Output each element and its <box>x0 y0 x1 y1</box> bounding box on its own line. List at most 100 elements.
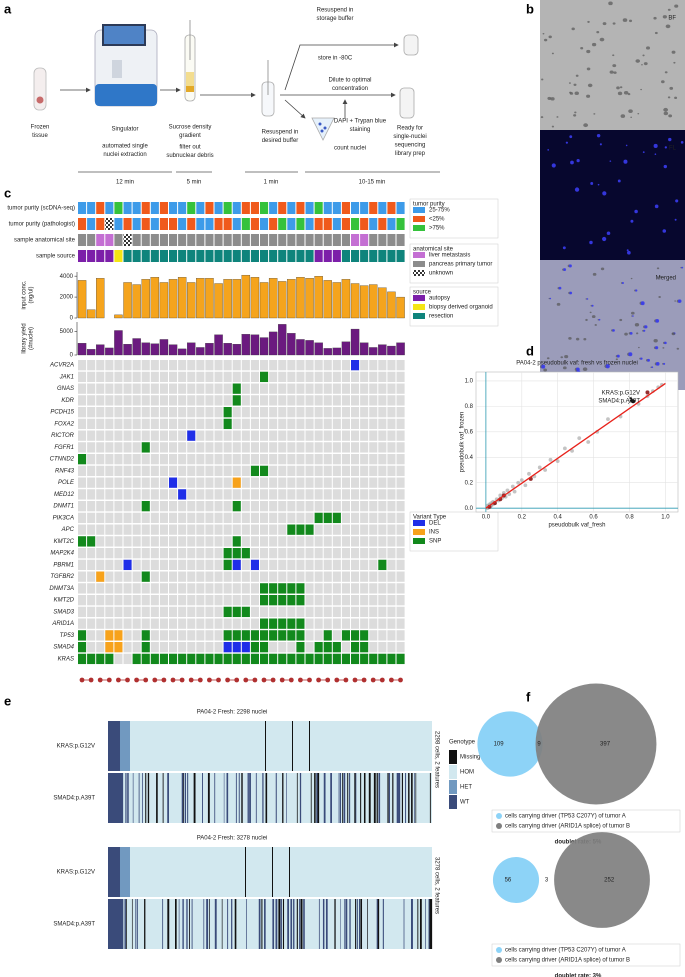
nucleus <box>606 231 611 235</box>
mutation <box>260 465 269 477</box>
cell <box>608 1 613 6</box>
nucleus <box>549 297 552 300</box>
mutation <box>141 630 150 641</box>
track-cell <box>169 218 178 230</box>
legend-swatch <box>413 216 425 222</box>
legend-swatch <box>449 795 457 809</box>
grid-cell <box>332 595 341 606</box>
grid-cell <box>269 524 278 535</box>
legend-label: cells carrying driver (ARID1A splice) of… <box>505 824 630 830</box>
grid-cell <box>187 512 196 524</box>
workflow-text: concentration <box>332 86 368 92</box>
track-cell <box>296 250 305 262</box>
mutation <box>87 653 96 665</box>
bar <box>114 330 123 356</box>
heatmap-cell <box>231 899 233 949</box>
mutation <box>241 548 250 559</box>
mutation <box>178 653 187 665</box>
pair-dot <box>197 677 203 683</box>
grid-cell <box>223 571 232 582</box>
pair-dot <box>234 677 240 683</box>
grid-cell <box>214 383 223 394</box>
track-cell <box>332 234 341 246</box>
grid-cell <box>332 559 341 571</box>
grid-cell <box>223 595 232 606</box>
nucleus <box>602 191 607 196</box>
cell <box>551 52 554 55</box>
mutation <box>196 653 205 665</box>
grid-cell <box>214 442 223 453</box>
cell <box>569 91 572 94</box>
grid-cell <box>214 477 223 488</box>
mutation <box>287 524 296 535</box>
cell <box>619 86 623 89</box>
grid-cell <box>369 360 378 371</box>
cell <box>634 323 640 327</box>
track-cell <box>278 250 287 262</box>
grid-cell <box>150 371 159 383</box>
grid-cell <box>360 454 369 465</box>
grid-cell <box>396 360 405 371</box>
grid-cell <box>159 477 168 488</box>
grid-cell <box>323 418 332 430</box>
grid-cell <box>369 465 378 477</box>
cell <box>568 336 572 340</box>
grid-cell <box>196 524 205 535</box>
grid-cell <box>105 536 114 547</box>
mutation <box>260 642 269 653</box>
grid-cell <box>214 595 223 606</box>
heatmap-cell <box>405 773 407 823</box>
grid-cell <box>260 407 269 418</box>
mutation <box>296 618 305 629</box>
grid-cell <box>351 395 360 406</box>
grid-cell <box>123 653 132 665</box>
cell <box>658 275 661 278</box>
heatmap-cell <box>300 899 303 949</box>
pair-dot <box>307 677 312 683</box>
mutation <box>232 501 241 512</box>
grid-cell <box>223 430 232 441</box>
track-cell <box>223 234 232 246</box>
grid-cell <box>159 595 168 606</box>
grid-cell <box>223 454 232 465</box>
gene-label: DNMT1 <box>53 504 74 510</box>
grid-cell <box>178 571 187 582</box>
heatmap-cell <box>189 899 190 949</box>
mutation <box>105 642 114 653</box>
grid-cell <box>378 595 387 606</box>
track-cell <box>378 202 387 214</box>
grid-cell <box>123 407 132 418</box>
pair-dot <box>252 677 258 683</box>
heatmap-cell <box>293 899 295 949</box>
grid-cell <box>305 606 314 618</box>
grid-cell <box>196 360 205 371</box>
grid-cell <box>105 489 114 500</box>
grid-cell <box>250 371 259 383</box>
grid-cell <box>269 430 278 441</box>
heatmap-cell <box>356 899 358 949</box>
grid-cell <box>232 407 241 418</box>
cell <box>573 83 577 86</box>
grid-cell <box>250 360 259 371</box>
grid-cell <box>87 618 96 629</box>
heatmap-cell <box>226 773 229 823</box>
heatmap-cell <box>138 773 140 823</box>
cell <box>594 324 597 326</box>
cell <box>580 47 584 50</box>
bar <box>378 287 387 319</box>
grid-cell <box>269 548 278 559</box>
bar <box>196 347 205 356</box>
track-cell <box>260 218 269 230</box>
mutation <box>223 630 232 641</box>
grid-cell <box>296 360 305 371</box>
grid-cell <box>305 536 314 547</box>
grid-cell <box>114 454 123 465</box>
grid-cell <box>378 360 387 371</box>
heatmap-cell <box>108 899 122 949</box>
nucleus <box>680 141 684 144</box>
grid-cell <box>332 536 341 547</box>
legend-label: liver metastasis <box>429 253 470 259</box>
grid-cell <box>214 548 223 559</box>
grid-cell <box>78 383 87 394</box>
track-cell <box>205 218 214 230</box>
